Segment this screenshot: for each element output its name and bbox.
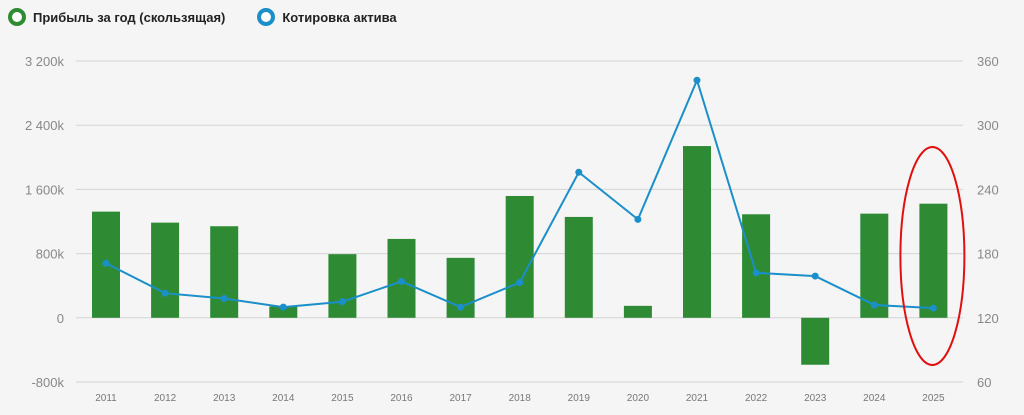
profit-bar (623, 305, 652, 318)
quote-point (575, 168, 583, 176)
left-axis-tick: 800k (36, 247, 65, 262)
chart-legend: Прибыль за год (скользящая) Котировка ак… (8, 8, 397, 26)
right-axis-tick: 300 (977, 118, 999, 133)
x-axis-tick: 2018 (509, 393, 532, 404)
quote-point (516, 278, 524, 286)
x-axis-tick: 2025 (922, 393, 945, 404)
quote-point (929, 304, 937, 312)
legend-label-quote: Котировка актива (282, 9, 397, 25)
profit-bar (683, 146, 711, 318)
profit-bar (919, 203, 948, 318)
profit-bar (210, 226, 239, 318)
quote-point (870, 301, 878, 309)
quote-point (220, 295, 228, 303)
profit-bar (801, 317, 830, 365)
x-axis-tick: 2011 (95, 393, 117, 404)
quote-point (811, 272, 819, 280)
left-axis-tick: 2 400k (25, 118, 65, 133)
quote-point (161, 289, 169, 297)
right-axis-tick: 180 (977, 247, 999, 262)
profit-bar (742, 214, 771, 318)
green-ring-marker-icon (8, 8, 26, 26)
quote-point (693, 76, 701, 84)
profit-bar (564, 216, 593, 318)
right-axis-tick: 360 (977, 54, 999, 69)
legend-label-profit: Прибыль за год (скользящая) (33, 9, 226, 25)
left-axis-tick: -800k (31, 375, 64, 390)
left-axis-tick: 0 (57, 311, 64, 326)
x-axis-tick: 2013 (213, 393, 236, 404)
x-axis-tick: 2020 (627, 393, 650, 404)
legend-item-profit[interactable]: Прибыль за год (скользящая) (8, 8, 225, 26)
quote-point (457, 303, 465, 311)
x-axis-tick: 2016 (390, 393, 413, 404)
x-axis-tick: 2014 (272, 393, 295, 404)
x-axis-tick: 2017 (449, 393, 472, 404)
right-axis-tick: 60 (977, 375, 991, 390)
x-axis-tick: 2012 (154, 393, 177, 404)
right-axis-tick: 120 (977, 311, 999, 326)
quote-point (338, 298, 346, 306)
x-axis-tick: 2019 (568, 393, 591, 404)
left-axis-tick: 3 200k (25, 54, 65, 69)
x-axis-tick: 2015 (331, 393, 354, 404)
x-axis-tick: 2023 (804, 393, 827, 404)
profit-bar (328, 254, 357, 318)
blue-ring-marker-icon (257, 8, 276, 26)
quote-point (279, 303, 287, 311)
left-axis-tick: 1 600k (25, 182, 65, 197)
highlight-ellipse (899, 146, 966, 366)
quote-point (398, 277, 405, 285)
x-axis-tick: 2024 (863, 393, 886, 404)
profit-bar (269, 306, 298, 318)
right-axis-tick: 240 (977, 182, 999, 197)
quote-point (102, 259, 110, 267)
profit-bar (505, 195, 534, 318)
x-axis-tick: 2022 (745, 393, 768, 404)
legend-item-quote[interactable]: Котировка актива (257, 8, 397, 26)
quote-point (634, 215, 642, 223)
quote-point (752, 269, 760, 277)
profit-bar (151, 222, 180, 318)
x-axis-tick: 2021 (686, 393, 709, 404)
